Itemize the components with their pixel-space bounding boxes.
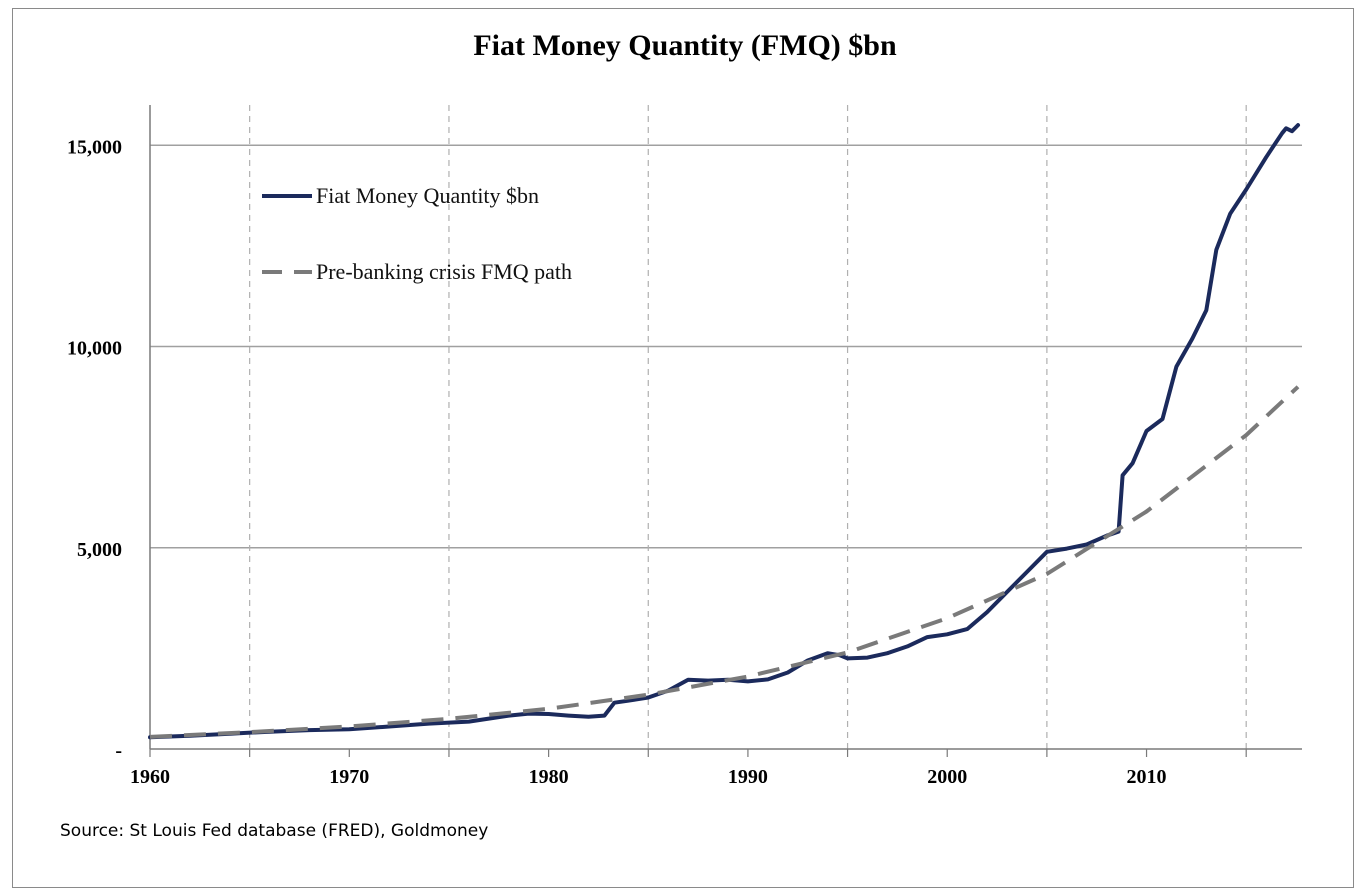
series-line-fmq	[148, 123, 1300, 740]
x-tick-label: 1990	[728, 766, 768, 788]
legend: Fiat Money Quantity $bn Pre-banking crisi…	[262, 183, 572, 284]
x-tick-label: 1960	[130, 766, 170, 788]
chart-frame	[12, 8, 1354, 888]
x-tick-label: 2010	[1127, 766, 1167, 788]
x-tick-label: 1970	[329, 766, 369, 788]
chart-title: Fiat Money Quantity (FMQ) $bn	[473, 29, 897, 62]
y-tick-label: -	[115, 740, 122, 762]
series-line-prebanking-path	[149, 385, 1300, 739]
legend-label: Pre-banking crisis FMQ path	[316, 259, 572, 284]
grid-layer	[150, 105, 1302, 749]
x-tick-label: 1980	[529, 766, 569, 788]
y-tick-label: 5,000	[77, 539, 122, 561]
axis-layer: 1960 1970 1980 1990 2000 2010 - 5,000 10,000 15,0…	[67, 105, 1302, 788]
series-layer	[148, 123, 1300, 740]
y-tick-label: 15,000	[67, 136, 122, 158]
source-note: Source: St Louis Fed database (FRED), Go…	[60, 821, 488, 841]
y-tick-label: 10,000	[67, 338, 122, 360]
x-tick-label: 2000	[927, 766, 967, 788]
legend-label: Fiat Money Quantity $bn	[316, 183, 539, 208]
